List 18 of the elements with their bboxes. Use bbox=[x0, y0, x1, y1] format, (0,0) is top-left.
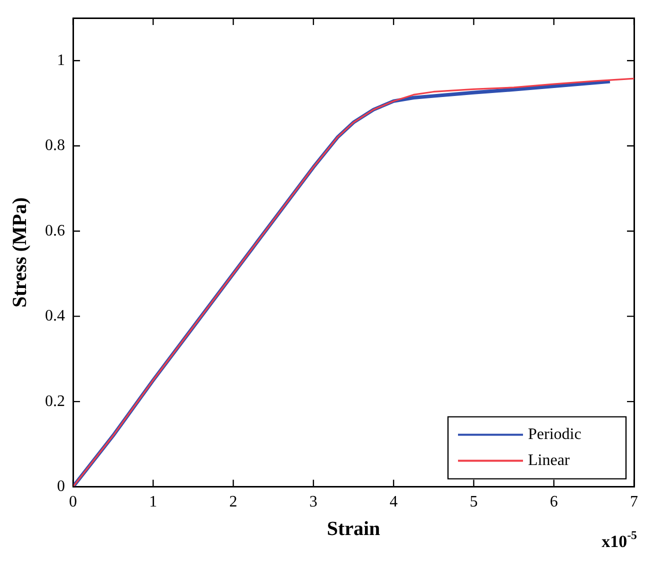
x-tick-label: 3 bbox=[309, 494, 318, 511]
x-tick-label: 0 bbox=[69, 494, 77, 511]
y-tick-label: 0.4 bbox=[45, 308, 65, 325]
x-tick-label: 7 bbox=[630, 494, 638, 511]
y-tick-label: 1 bbox=[57, 52, 65, 69]
y-tick-label: 0.2 bbox=[45, 392, 65, 410]
y-tick-label: 0.8 bbox=[45, 137, 65, 154]
x-tick-label: 4 bbox=[390, 494, 398, 511]
y-axis-title: Stress (MPa) bbox=[9, 197, 32, 308]
legend-label: Periodic bbox=[528, 426, 582, 444]
x-tick-label: 5 bbox=[470, 494, 478, 511]
legend-label: Linear bbox=[528, 452, 570, 470]
y-tick-label: 0.6 bbox=[45, 222, 65, 240]
x-tick-label: 6 bbox=[550, 494, 558, 511]
x-tick-label: 1 bbox=[149, 494, 158, 511]
x-tick-label: 2 bbox=[229, 494, 238, 511]
x-axis-title: Strain bbox=[326, 518, 380, 540]
y-tick-label: 0 bbox=[57, 478, 65, 496]
